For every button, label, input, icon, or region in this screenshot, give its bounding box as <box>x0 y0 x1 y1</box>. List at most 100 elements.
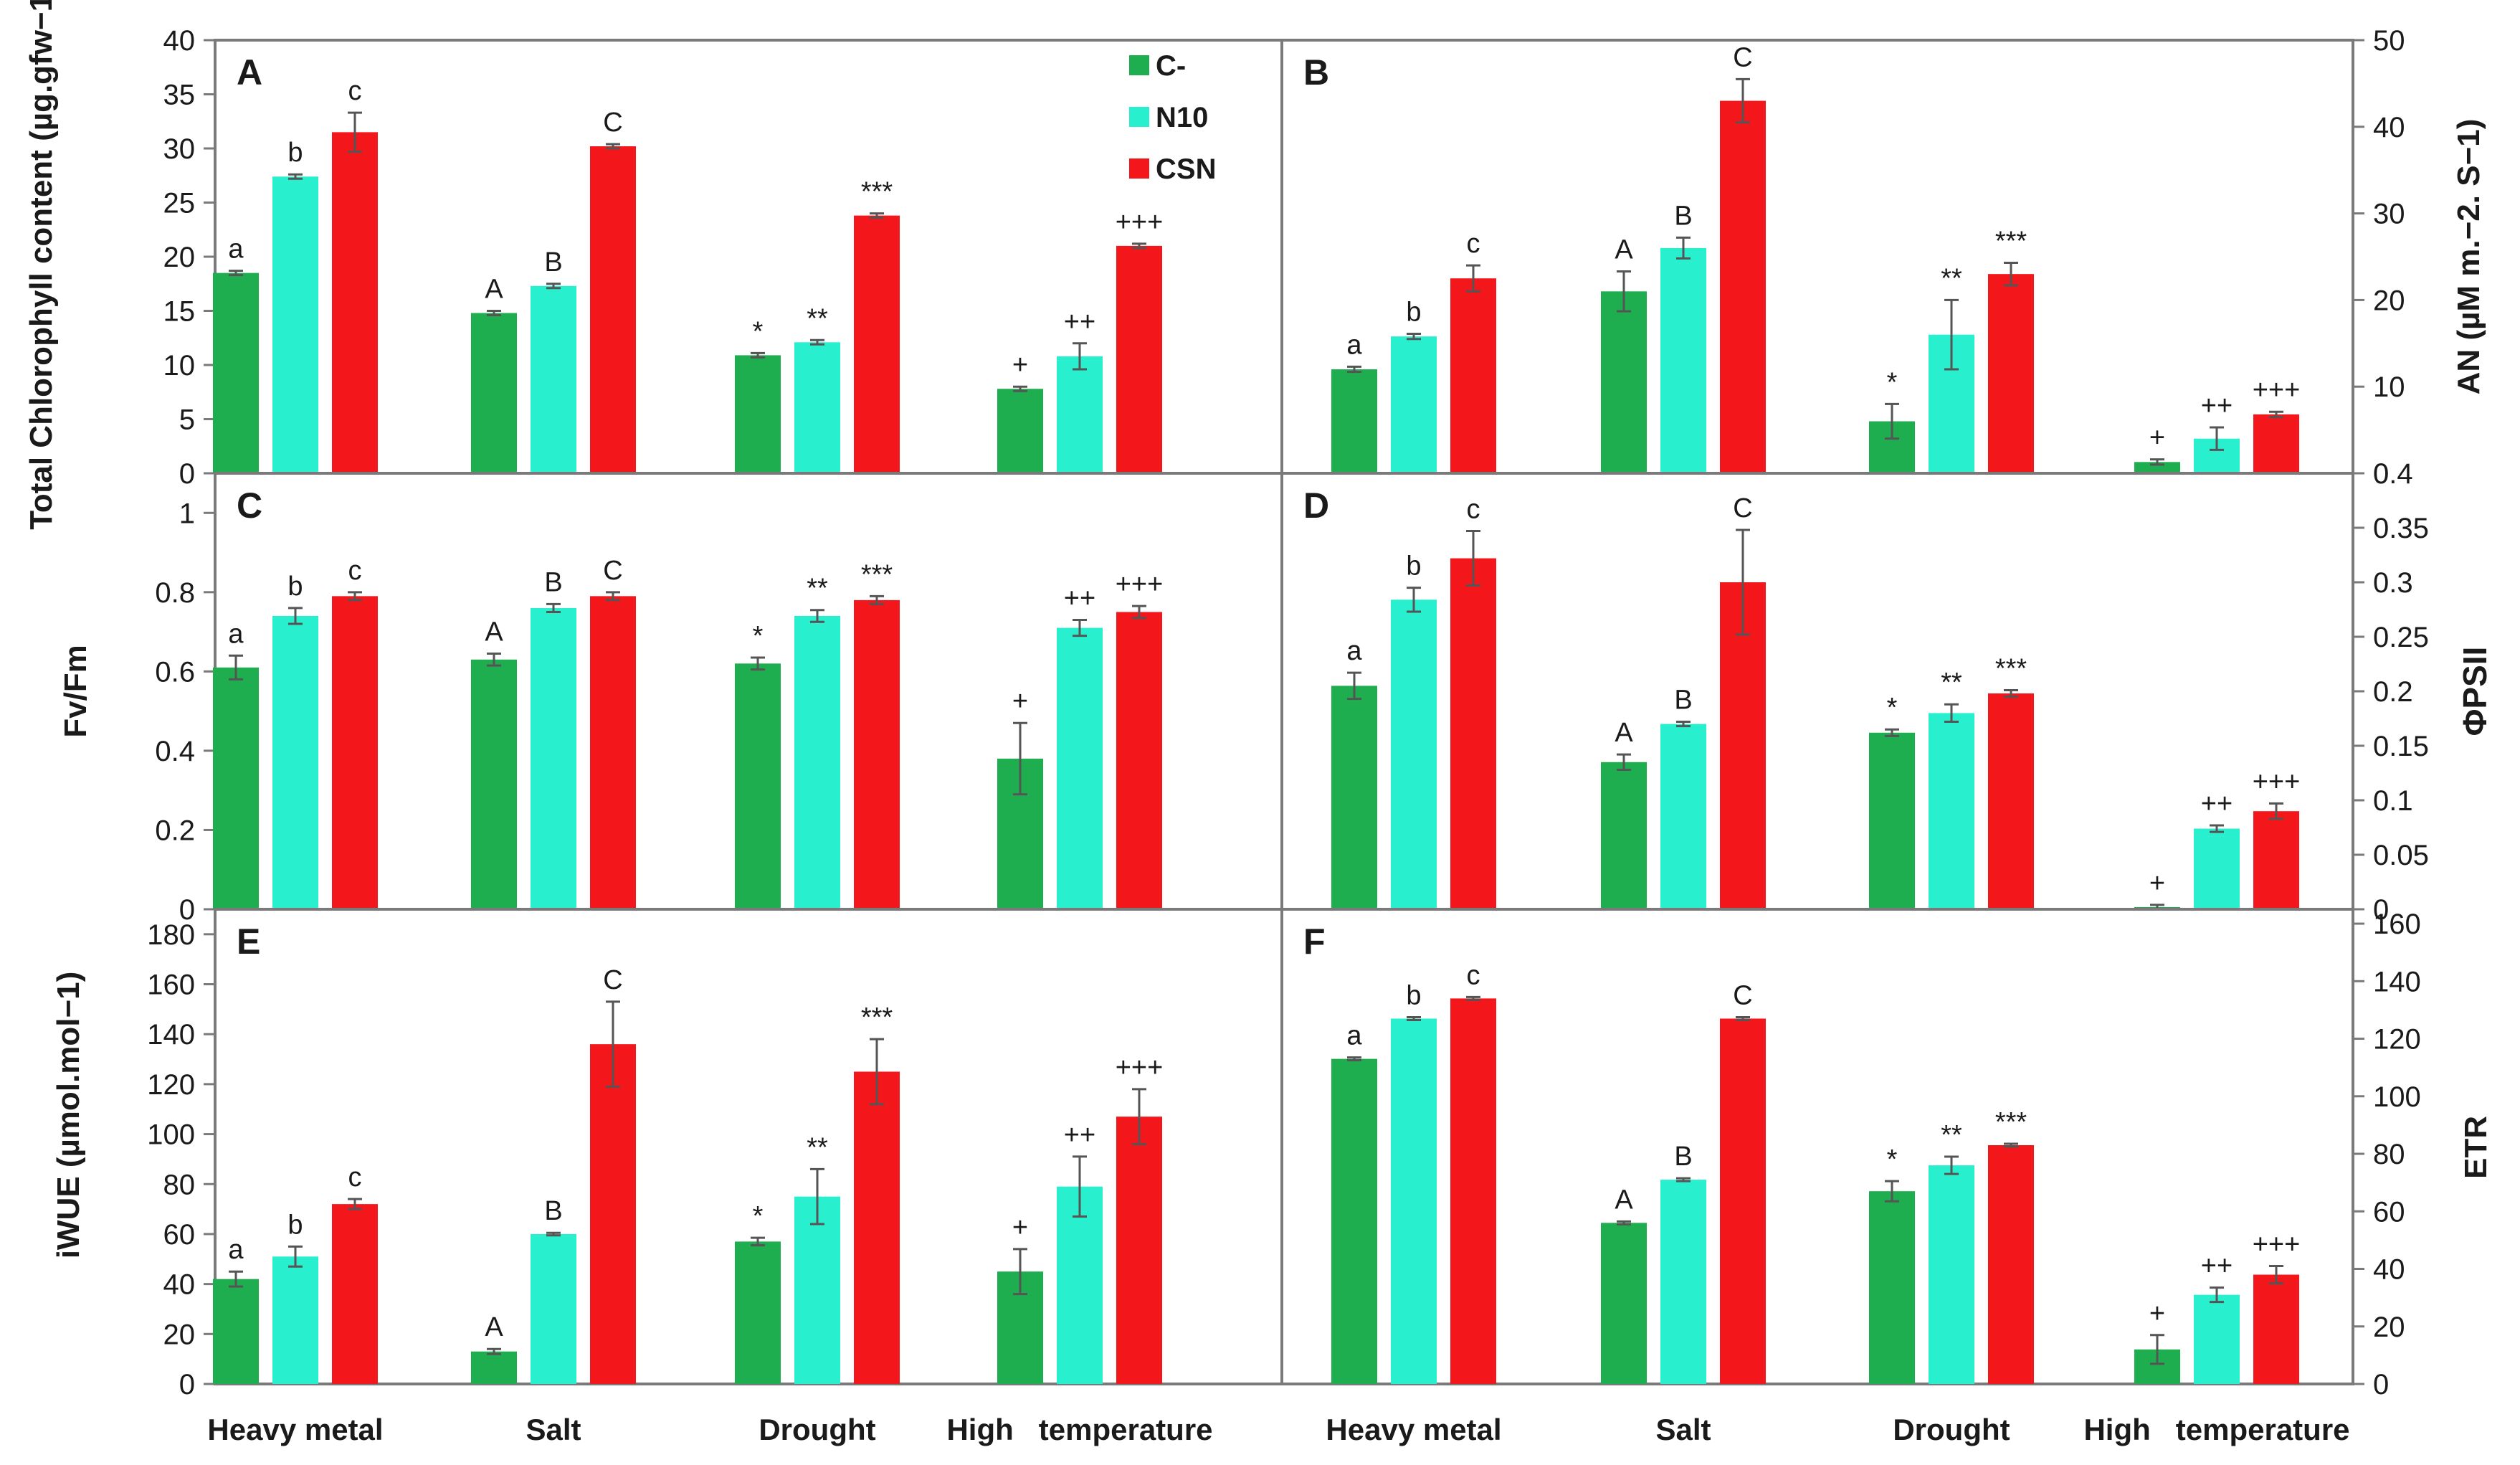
significance-label: c <box>1467 229 1480 259</box>
significance-label: * <box>753 1201 764 1231</box>
bar-csn <box>2253 811 2299 909</box>
y-tick-label: 20 <box>163 1319 196 1350</box>
bar-cminus <box>471 1351 517 1384</box>
bar-cminus <box>213 667 259 909</box>
bar-cminus <box>1601 291 1647 473</box>
significance-label: + <box>1012 686 1028 716</box>
bar-csn <box>854 599 900 909</box>
bar-csn <box>2253 1274 2299 1384</box>
bar-csn <box>1720 1018 1766 1384</box>
bar-cminus <box>471 313 517 473</box>
significance-label: B <box>1674 201 1692 231</box>
bar-csn <box>1988 1144 2034 1384</box>
x-category-label: Drought <box>759 1413 875 1446</box>
y-tick-label: 0.8 <box>155 577 195 609</box>
y-tick-label: 20 <box>2373 285 2405 316</box>
significance-label: ++ <box>1064 584 1095 614</box>
bar-n10 <box>1057 627 1103 909</box>
significance-label: * <box>753 316 764 346</box>
y-axis-title-c: Fv/Fm <box>58 645 93 738</box>
bar-cminus <box>1869 1191 1915 1384</box>
y-tick-label: 0.25 <box>2373 622 2429 653</box>
bar-cminus <box>1869 732 1915 909</box>
y-tick-label: 35 <box>163 80 196 111</box>
significance-label: +++ <box>1116 207 1164 237</box>
significance-label: + <box>2149 423 2165 453</box>
significance-label: * <box>1887 693 1898 723</box>
bar-csn <box>590 1044 636 1384</box>
bar-n10 <box>2194 828 2240 909</box>
bar-cminus <box>1601 762 1647 909</box>
significance-label: ** <box>807 303 828 333</box>
significance-label: C <box>603 556 622 586</box>
bar-csn <box>854 1071 900 1384</box>
bar-n10 <box>272 615 318 909</box>
significance-label: C <box>603 108 622 138</box>
bar-csn <box>1720 582 1766 909</box>
significance-label: + <box>1012 1213 1028 1243</box>
significance-label: +++ <box>1116 1053 1164 1083</box>
significance-label: C <box>1733 42 1752 72</box>
bar-csn <box>1450 558 1496 909</box>
significance-label: b <box>287 1210 303 1240</box>
bar-n10 <box>1929 1165 1974 1384</box>
significance-label: * <box>1887 1144 1898 1175</box>
panel-letter: A <box>237 52 262 93</box>
panel-letter: D <box>1303 485 1329 526</box>
bar-n10 <box>1057 1186 1103 1384</box>
bar-cminus <box>213 1279 259 1384</box>
y-tick-label: 5 <box>179 404 195 436</box>
bar-csn <box>590 146 636 474</box>
bar-n10 <box>1391 599 1437 909</box>
significance-label: ** <box>807 574 828 604</box>
significance-label: * <box>1887 367 1898 397</box>
significance-label: +++ <box>1116 569 1164 599</box>
significance-label: ** <box>1941 1120 1962 1150</box>
y-tick-label: 180 <box>147 919 195 951</box>
bar-cminus <box>471 659 517 909</box>
bar-cminus <box>1331 686 1377 909</box>
legend: C- N10 CSN <box>1129 50 1216 185</box>
bar-csn <box>590 596 636 909</box>
panel-letter: F <box>1303 921 1326 962</box>
y-tick-label: 140 <box>2373 966 2421 997</box>
y-tick-label: 40 <box>163 1269 196 1301</box>
bar-csn <box>2253 414 2299 473</box>
y-tick-label: 40 <box>2373 112 2405 143</box>
significance-label: A <box>1615 235 1633 265</box>
significance-label: C <box>1733 493 1752 523</box>
significance-label: ++ <box>1064 1120 1095 1150</box>
y-tick-label: 0 <box>2373 894 2389 926</box>
significance-label: a <box>1346 1021 1362 1051</box>
y-tick-label: 80 <box>2373 1139 2405 1170</box>
significance-label: a <box>228 619 244 649</box>
y-tick-label: 0 <box>179 458 195 490</box>
significance-label: *** <box>861 177 893 207</box>
significance-label: ++ <box>2201 789 2233 819</box>
significance-label: *** <box>1995 226 2027 256</box>
significance-label: c <box>348 1162 362 1193</box>
y-tick-label: 40 <box>163 25 196 57</box>
significance-label: B <box>544 567 562 597</box>
bar-csn <box>332 132 378 473</box>
y-axis-title-e: iWUE (µmol.mol−1) <box>51 972 86 1259</box>
y-tick-label: 140 <box>147 1019 195 1051</box>
y-tick-label: 0.1 <box>2373 785 2413 817</box>
y-tick-label: 10 <box>2373 371 2405 403</box>
significance-label: b <box>287 138 303 168</box>
y-tick-label: 0 <box>179 894 195 926</box>
x-category-label: High temperature <box>946 1413 1212 1446</box>
y-tick-label: 100 <box>147 1119 195 1151</box>
bar-n10 <box>1391 336 1437 473</box>
y-tick-label: 120 <box>147 1069 195 1101</box>
bar-n10 <box>1057 356 1103 473</box>
legend-swatch-csn <box>1129 158 1149 179</box>
bar-n10 <box>531 1233 576 1384</box>
significance-label: ++ <box>2201 1251 2233 1281</box>
